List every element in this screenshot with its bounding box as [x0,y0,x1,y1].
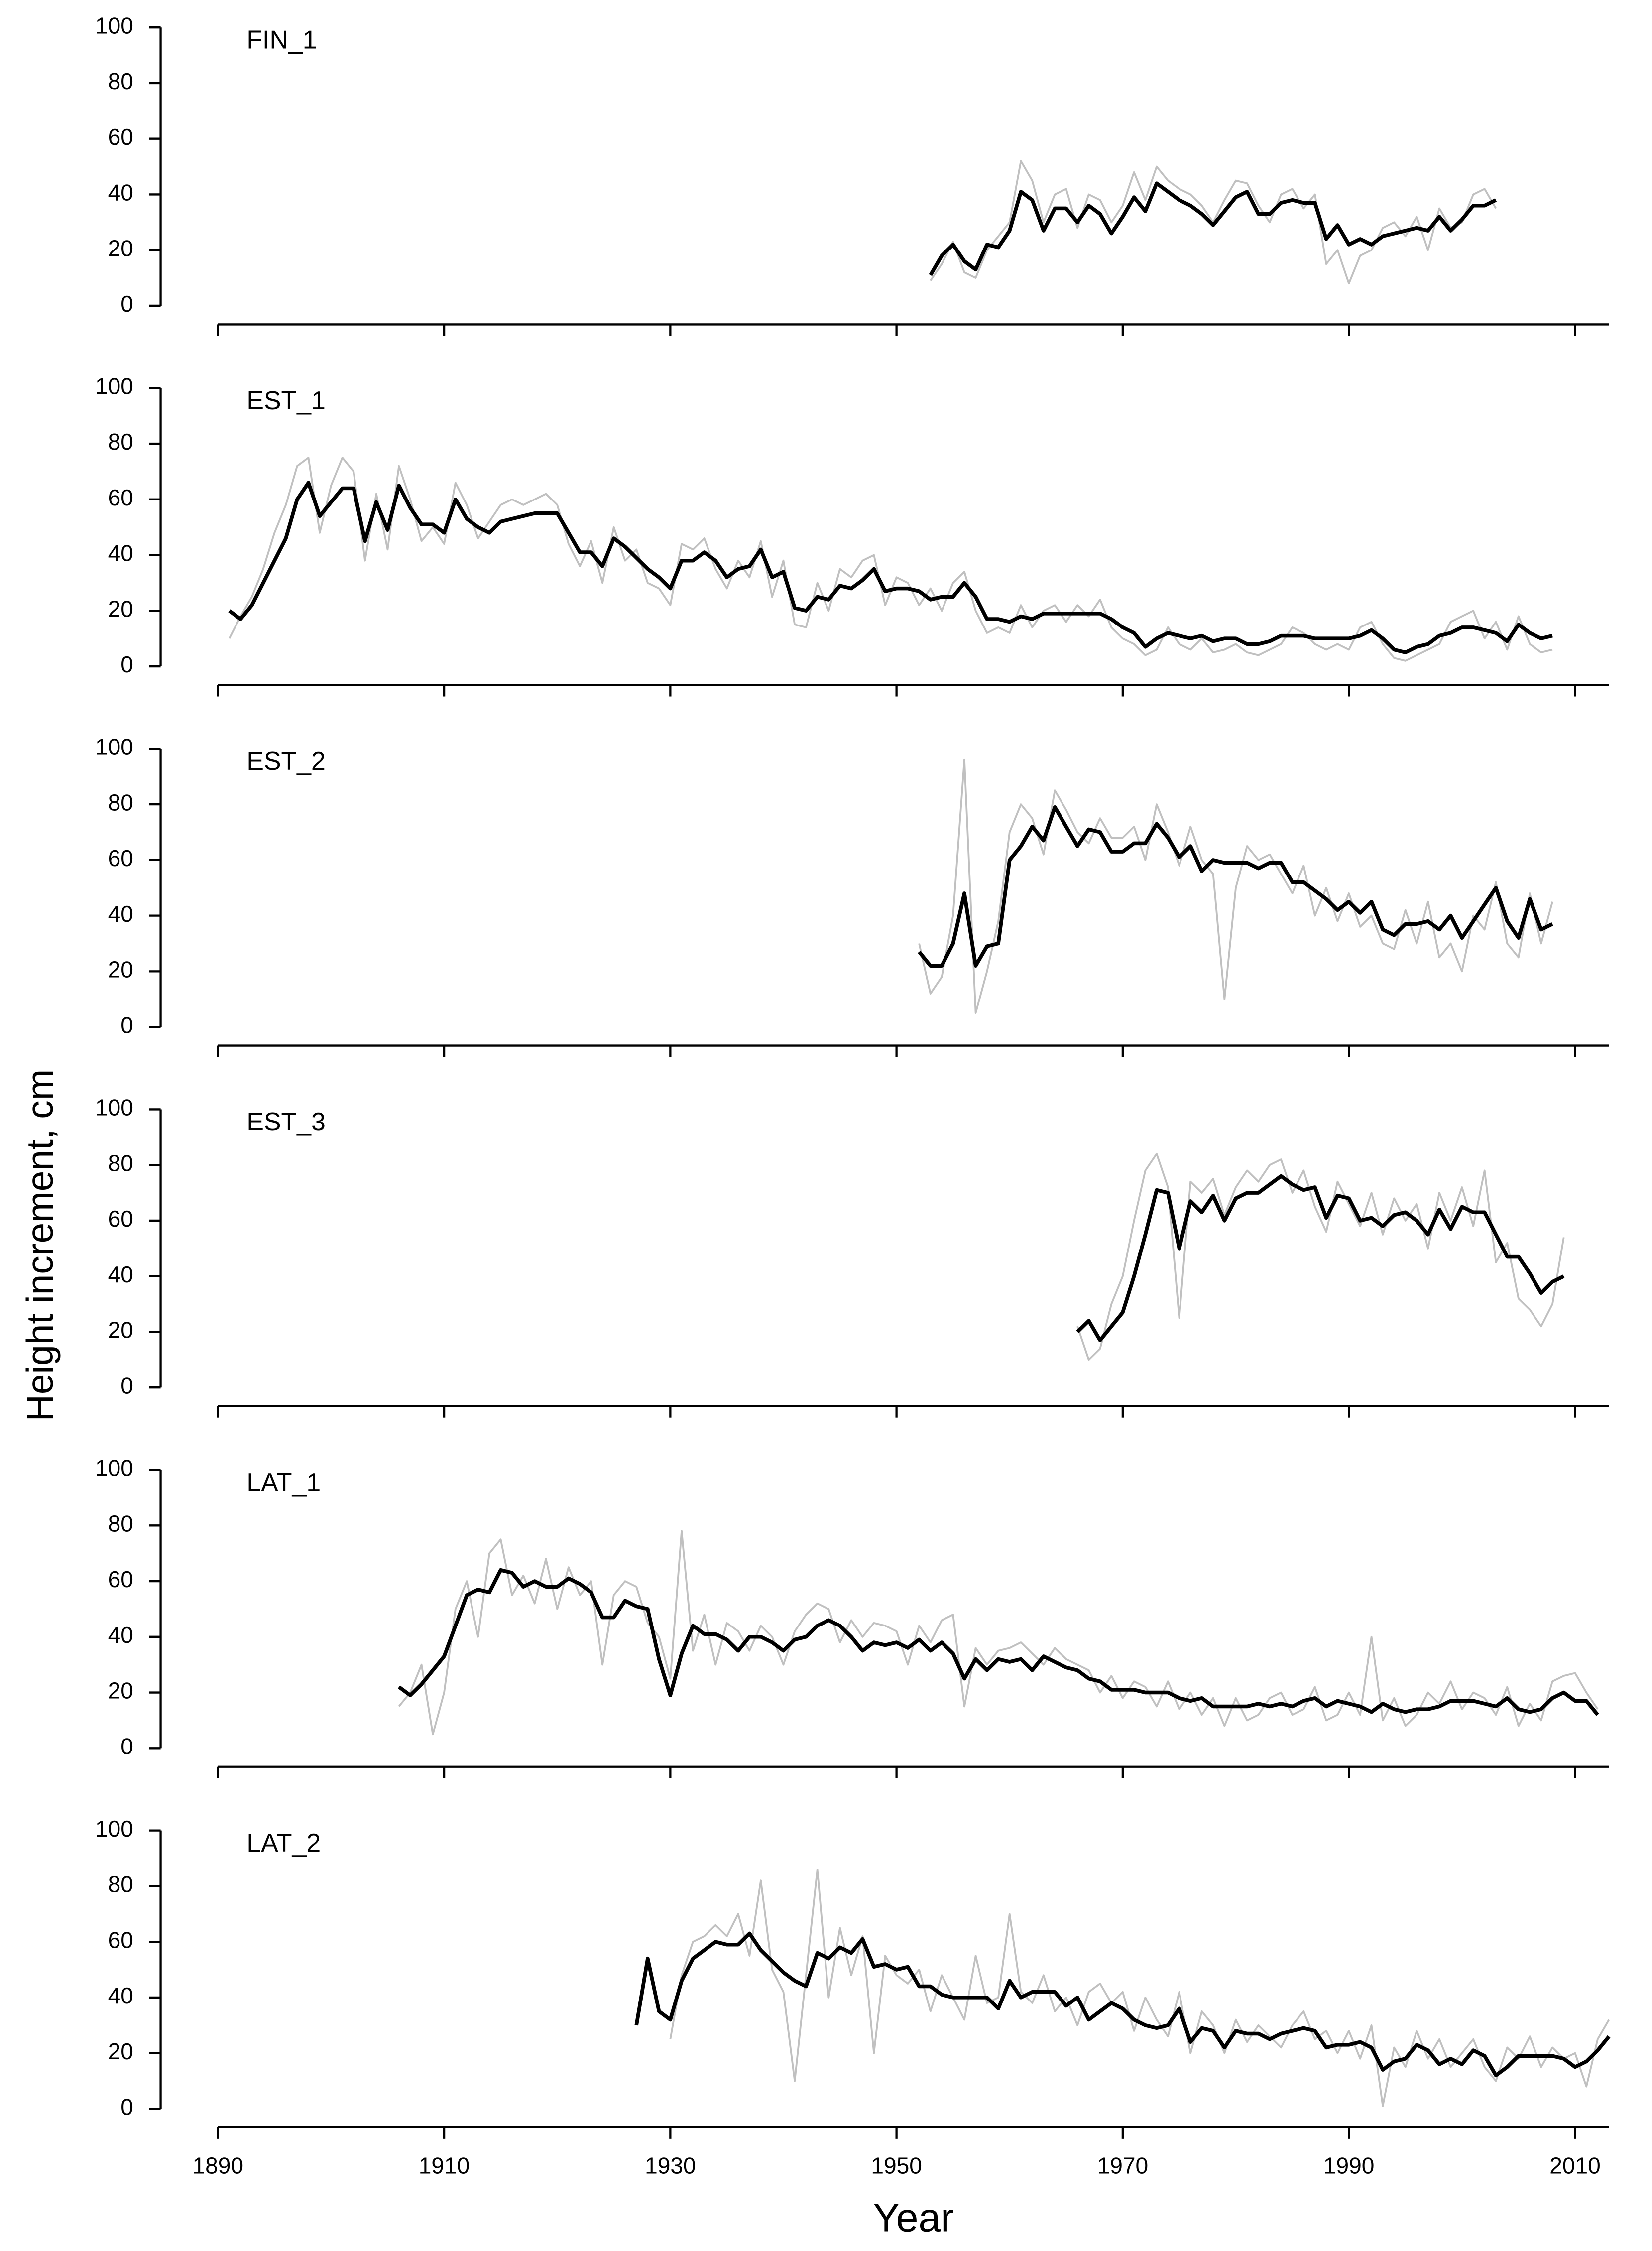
series-line [918,758,1553,1014]
y-tick-label: 20 [108,2038,133,2064]
y-tick-label: 40 [108,901,133,927]
series-line [918,805,1553,968]
y-tick-label: 100 [95,734,133,760]
series-line [397,1568,1599,1716]
x-tick-label: 1930 [645,2153,696,2179]
x-tick-label: 2010 [1549,2153,1601,2179]
panel-title: FIN_1 [246,25,317,54]
series-line [228,481,1553,654]
y-tick-label: 40 [108,540,133,566]
panel-title: EST_1 [246,386,325,415]
y-tick-label: 60 [108,1566,133,1592]
x-tick-label: 1970 [1097,2153,1149,2179]
series-line [1076,1152,1565,1361]
series-line [398,1530,1599,1736]
y-tick-label: 100 [95,1816,133,1842]
y-tick-label: 100 [95,12,133,38]
y-tick-label: 80 [108,429,133,455]
y-tick-label: 60 [108,124,133,150]
y-axis-title: Height increment, cm [19,1069,61,1421]
y-tick-label: 80 [108,789,133,815]
y-tick-label: 40 [108,180,133,206]
series-line [1076,1174,1565,1342]
y-tick-label: 60 [108,1927,133,1953]
y-tick-label: 20 [108,1678,133,1704]
x-tick-label: 1990 [1323,2153,1375,2179]
panel-title: EST_2 [246,747,325,775]
y-tick-label: 60 [108,845,133,871]
y-tick-label: 40 [108,1983,133,2008]
x-axis-title: Year [873,2195,954,2240]
y-tick-label: 0 [120,1733,133,1759]
y-tick-label: 80 [108,1510,133,1536]
x-tick-label: 1950 [871,2153,922,2179]
x-tick-label: 1910 [419,2153,470,2179]
y-tick-label: 0 [120,1373,133,1398]
y-tick-label: 20 [108,957,133,983]
y-tick-label: 20 [108,235,133,261]
y-tick-label: 80 [108,68,133,94]
y-tick-label: 100 [95,1455,133,1481]
y-tick-label: 100 [95,373,133,399]
y-tick-label: 100 [95,1095,133,1121]
y-tick-label: 40 [108,1622,133,1648]
y-tick-label: 0 [120,2094,133,2120]
series-line [669,1868,1610,2107]
series-line [634,1931,1611,2078]
y-tick-label: 80 [108,1150,133,1176]
series-line [929,181,1497,276]
panel-title: LAT_2 [246,1828,321,1857]
y-tick-label: 60 [108,1206,133,1232]
y-tick-label: 20 [108,596,133,622]
y-tick-label: 80 [108,1872,133,1897]
y-tick-label: 60 [108,485,133,510]
y-tick-label: 0 [120,651,133,677]
x-tick-label: 1890 [193,2153,244,2179]
panel-title: EST_3 [246,1107,325,1136]
panel-title: LAT_1 [246,1468,321,1497]
y-tick-label: 20 [108,1317,133,1343]
y-tick-label: 0 [120,1012,133,1038]
y-tick-label: 40 [108,1261,133,1287]
y-tick-label: 0 [120,291,133,317]
